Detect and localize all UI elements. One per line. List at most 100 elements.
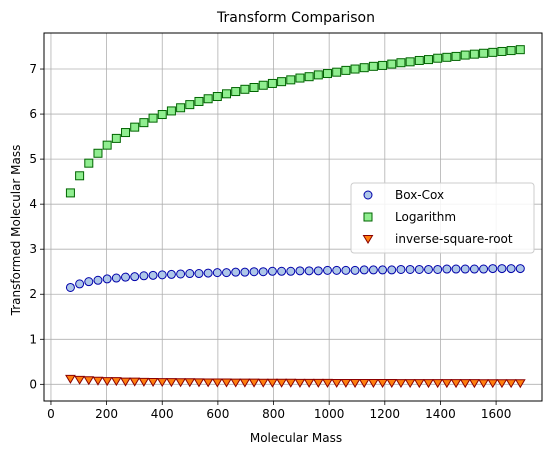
data-point (176, 103, 186, 113)
data-point (469, 264, 479, 274)
data-point (506, 264, 516, 274)
data-point (387, 265, 397, 275)
data-point (212, 268, 222, 278)
data-point (203, 94, 213, 104)
data-point (433, 264, 443, 274)
data-point (423, 264, 433, 274)
data-point (74, 375, 85, 385)
data-point (469, 49, 479, 59)
data-point (386, 379, 398, 388)
data-point (515, 45, 525, 55)
data-point (130, 272, 140, 282)
data-point (258, 267, 268, 277)
data-point (341, 65, 351, 75)
data-point (322, 378, 333, 388)
data-point (331, 378, 343, 388)
data-point (193, 378, 205, 388)
data-point (194, 269, 204, 279)
data-point (110, 377, 122, 387)
data-point (451, 264, 461, 274)
data-point (194, 96, 204, 106)
y-tick-label: 5 (29, 152, 37, 166)
data-point (441, 379, 453, 389)
data-point (148, 270, 158, 280)
x-tick-label: 0 (47, 407, 55, 421)
data-point (65, 282, 75, 292)
data-point (341, 265, 351, 275)
data-point (157, 110, 167, 120)
legend-marker (363, 212, 373, 222)
y-tick-label: 0 (29, 377, 37, 391)
data-point (414, 55, 424, 65)
x-tick-label: 200 (95, 407, 118, 421)
legend-label: Logarithm (395, 210, 456, 224)
legend-box (350, 182, 535, 254)
data-point (230, 378, 242, 388)
data-point (378, 265, 388, 275)
x-tick-label: 1400 (425, 407, 456, 421)
data-point (496, 379, 508, 389)
data-point (258, 80, 268, 90)
data-point (359, 265, 369, 275)
data-point (176, 269, 186, 279)
data-point (505, 379, 517, 389)
data-point (423, 55, 433, 65)
y-tick-label: 2 (29, 287, 37, 301)
data-point (202, 378, 214, 388)
data-point (120, 377, 131, 387)
legend-marker (362, 235, 374, 244)
data-point (83, 376, 95, 386)
data-point (460, 50, 470, 60)
data-point (313, 70, 323, 80)
data-point (286, 75, 296, 85)
data-point (285, 378, 297, 388)
data-point (414, 264, 424, 274)
data-point (111, 133, 121, 143)
data-point (185, 100, 195, 110)
data-point (267, 378, 278, 388)
data-point (231, 87, 241, 97)
data-point (396, 58, 406, 68)
data-point (65, 374, 76, 384)
data-point (332, 67, 342, 77)
data-point (166, 106, 176, 116)
data-point (65, 188, 75, 198)
data-point (129, 377, 141, 387)
data-point (84, 277, 94, 287)
data-point (211, 378, 223, 388)
data-point (423, 379, 434, 389)
data-point (75, 171, 85, 181)
data-point (249, 267, 259, 277)
data-point (295, 73, 305, 83)
data-point (147, 377, 159, 387)
y-tick-label: 6 (29, 107, 37, 121)
data-point (313, 266, 323, 276)
data-point (358, 378, 370, 388)
data-point (184, 378, 196, 388)
data-point (303, 378, 315, 388)
data-point (222, 268, 232, 278)
data-point (84, 158, 94, 168)
data-point (111, 273, 121, 283)
data-point (166, 378, 177, 388)
x-tick-label: 800 (262, 407, 285, 421)
data-point (350, 265, 360, 275)
x-axis-label: Molecular Mass (250, 431, 342, 445)
data-point (450, 379, 462, 389)
series-2 (65, 374, 526, 389)
data-point (121, 272, 131, 282)
data-point (433, 53, 443, 63)
data-point (157, 270, 167, 280)
data-point (276, 378, 287, 388)
data-point (488, 264, 498, 274)
data-point (497, 46, 507, 56)
data-point (249, 83, 259, 93)
data-point (488, 47, 498, 57)
data-point (304, 72, 314, 82)
x-tick-label: 600 (206, 407, 229, 421)
data-point (148, 113, 158, 123)
data-point (387, 59, 397, 69)
data-point (469, 379, 480, 389)
data-point (156, 378, 168, 388)
data-point (377, 379, 388, 388)
